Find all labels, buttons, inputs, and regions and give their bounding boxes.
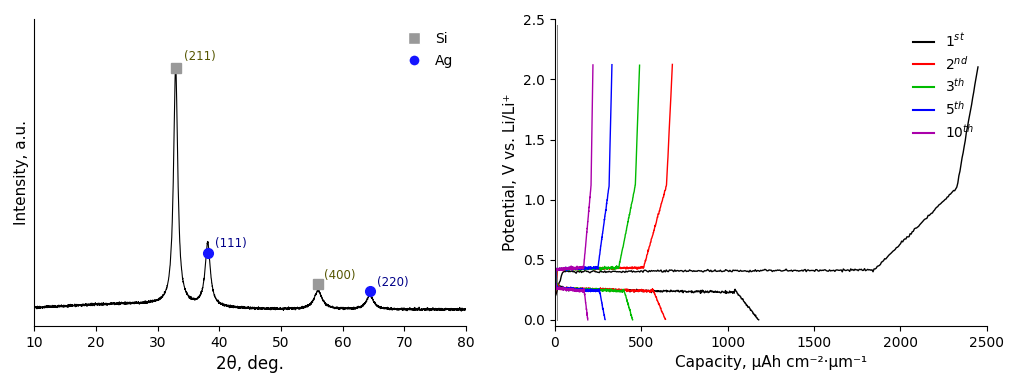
- Text: (211): (211): [183, 50, 216, 63]
- X-axis label: 2θ, deg.: 2θ, deg.: [217, 355, 284, 373]
- Y-axis label: Potential, V vs. Li/Li⁺: Potential, V vs. Li/Li⁺: [503, 94, 518, 252]
- X-axis label: Capacity, μAh cm⁻²·μm⁻¹: Capacity, μAh cm⁻²·μm⁻¹: [675, 355, 867, 370]
- Legend: Si, Ag: Si, Ag: [395, 26, 459, 74]
- Text: (111): (111): [215, 237, 247, 250]
- Legend: 1$^{st}$, 2$^{nd}$, 3$^{th}$, 5$^{th}$, 10$^{th}$: 1$^{st}$, 2$^{nd}$, 3$^{th}$, 5$^{th}$, …: [907, 26, 979, 146]
- Text: (220): (220): [377, 276, 408, 289]
- Y-axis label: Intensity, a.u.: Intensity, a.u.: [14, 120, 29, 225]
- Text: (400): (400): [325, 269, 355, 282]
